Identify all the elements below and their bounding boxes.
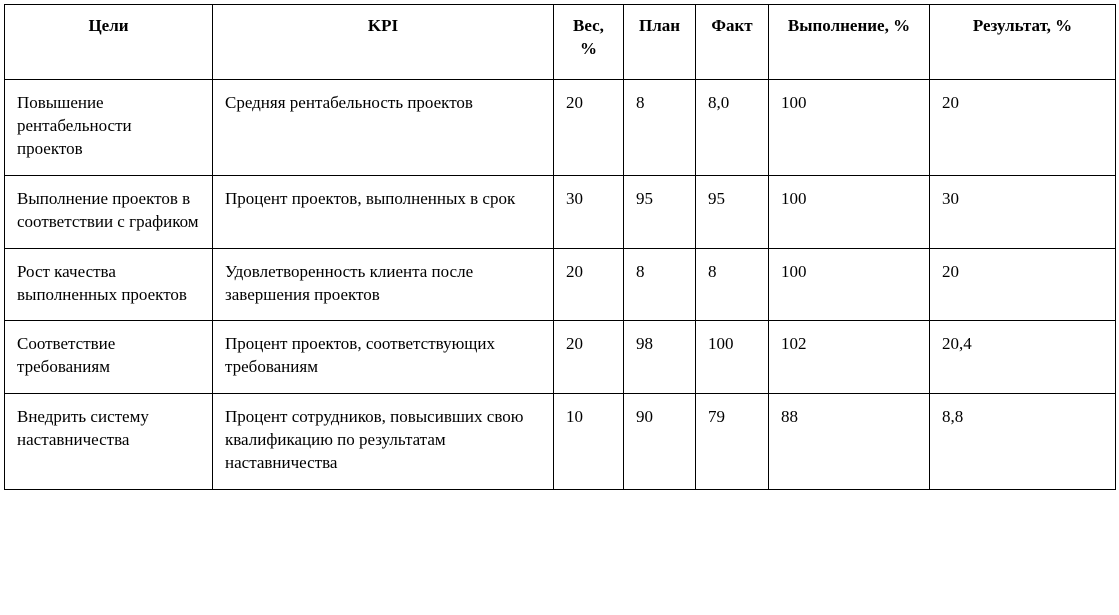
cell-kpi: Процент проектов, выполненных в срок bbox=[213, 175, 554, 248]
cell-fact: 8,0 bbox=[696, 79, 769, 175]
cell-result: 8,8 bbox=[930, 394, 1116, 490]
cell-completion: 100 bbox=[769, 248, 930, 321]
cell-goal: Рост качества выполненных проектов bbox=[5, 248, 213, 321]
cell-result: 20 bbox=[930, 248, 1116, 321]
col-header-weight: Вес, % bbox=[554, 5, 624, 80]
cell-plan: 98 bbox=[624, 321, 696, 394]
cell-goal: Выполнение проектов в соответствии с гра… bbox=[5, 175, 213, 248]
cell-kpi: Процент сотрудников, повысивших свою ква… bbox=[213, 394, 554, 490]
table-row: Рост качества выполненных проектов Удовл… bbox=[5, 248, 1116, 321]
cell-kpi: Удовлетворенность клиента после завершен… bbox=[213, 248, 554, 321]
cell-weight: 20 bbox=[554, 321, 624, 394]
col-header-kpi: KPI bbox=[213, 5, 554, 80]
header-row: Цели KPI Вес, % План Факт Выполнение, % … bbox=[5, 5, 1116, 80]
col-header-goal: Цели bbox=[5, 5, 213, 80]
cell-plan: 90 bbox=[624, 394, 696, 490]
table-row: Соответствие требованиям Процент проекто… bbox=[5, 321, 1116, 394]
col-header-completion: Выполнение, % bbox=[769, 5, 930, 80]
cell-fact: 79 bbox=[696, 394, 769, 490]
cell-fact: 95 bbox=[696, 175, 769, 248]
cell-plan: 8 bbox=[624, 248, 696, 321]
table-row: Повышение рентабельности проектов Средня… bbox=[5, 79, 1116, 175]
table-row: Внедрить систему наставничества Процент … bbox=[5, 394, 1116, 490]
cell-plan: 8 bbox=[624, 79, 696, 175]
table-row: Выполнение проектов в соответствии с гра… bbox=[5, 175, 1116, 248]
col-header-plan: План bbox=[624, 5, 696, 80]
cell-weight: 30 bbox=[554, 175, 624, 248]
cell-result: 20 bbox=[930, 79, 1116, 175]
cell-weight: 20 bbox=[554, 248, 624, 321]
cell-result: 20,4 bbox=[930, 321, 1116, 394]
cell-result: 30 bbox=[930, 175, 1116, 248]
cell-kpi: Процент проектов, соответствующих требов… bbox=[213, 321, 554, 394]
cell-completion: 88 bbox=[769, 394, 930, 490]
cell-completion: 100 bbox=[769, 79, 930, 175]
cell-fact: 100 bbox=[696, 321, 769, 394]
col-header-fact: Факт bbox=[696, 5, 769, 80]
cell-goal: Внедрить систему наставничества bbox=[5, 394, 213, 490]
cell-goal: Повышение рентабельности проектов bbox=[5, 79, 213, 175]
cell-goal: Соответствие требованиям bbox=[5, 321, 213, 394]
cell-fact: 8 bbox=[696, 248, 769, 321]
cell-kpi: Средняя рентабельность проектов bbox=[213, 79, 554, 175]
col-header-result: Результат, % bbox=[930, 5, 1116, 80]
cell-plan: 95 bbox=[624, 175, 696, 248]
cell-completion: 102 bbox=[769, 321, 930, 394]
cell-weight: 20 bbox=[554, 79, 624, 175]
cell-completion: 100 bbox=[769, 175, 930, 248]
kpi-table: Цели KPI Вес, % План Факт Выполнение, % … bbox=[4, 4, 1116, 490]
cell-weight: 10 bbox=[554, 394, 624, 490]
